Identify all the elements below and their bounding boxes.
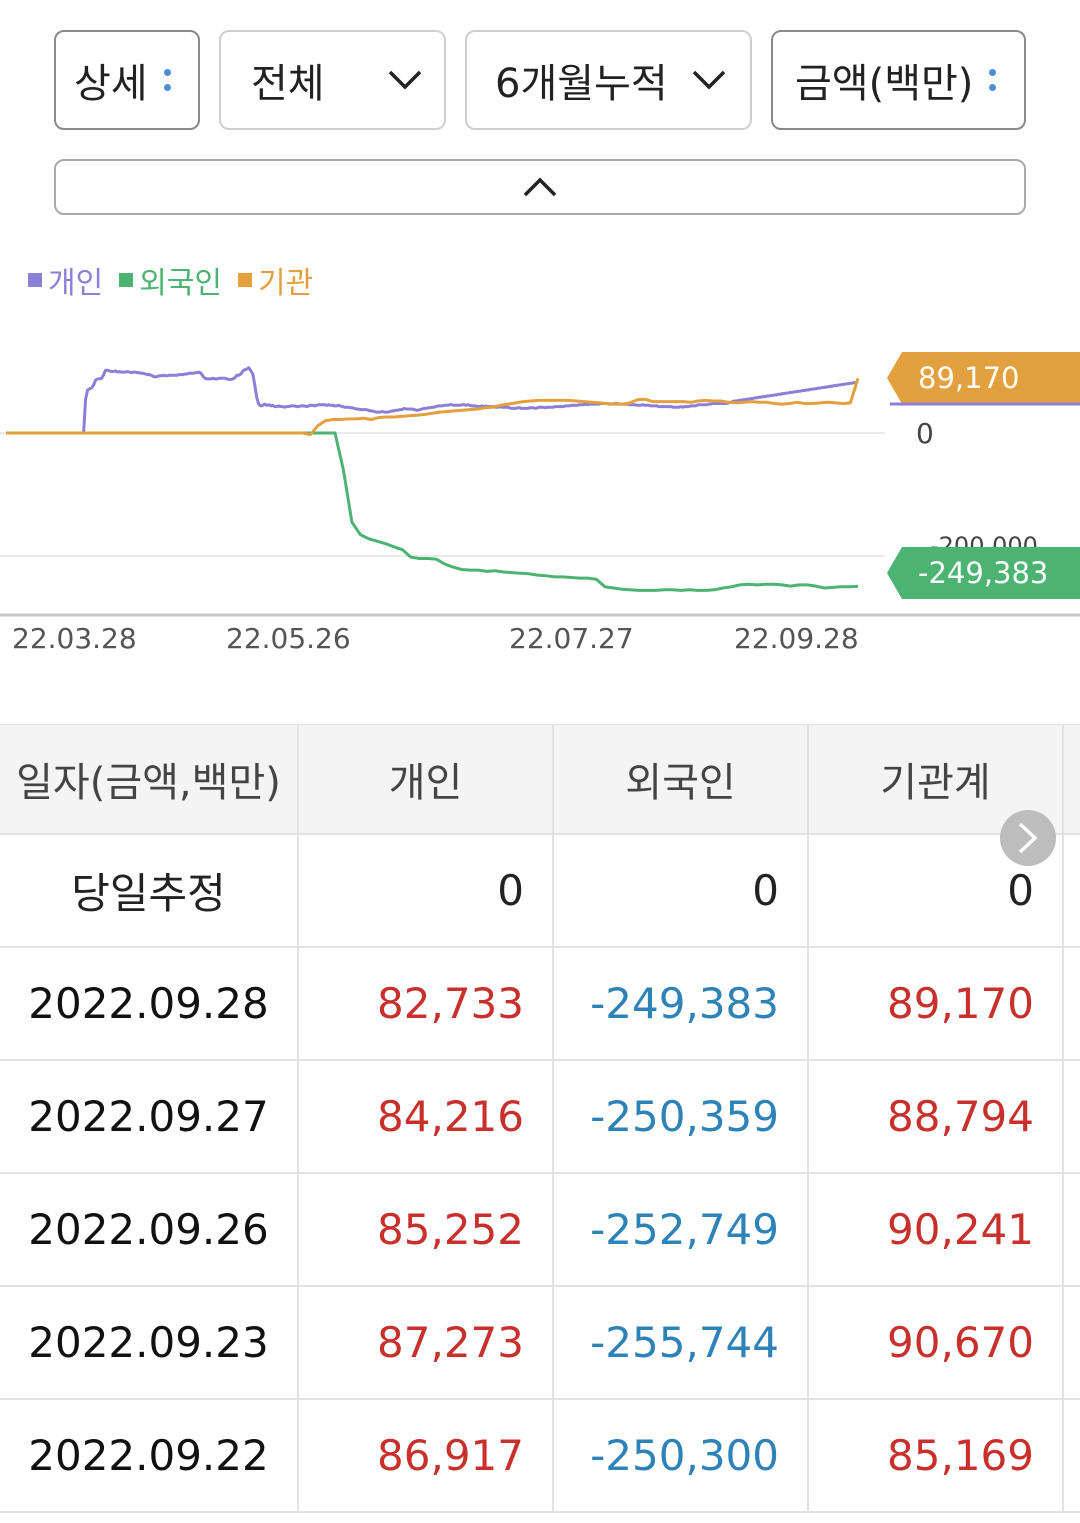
chevron-down-icon [692,70,726,90]
row-institution: 88,794 [809,1061,1064,1172]
row-spacer [1064,1174,1080,1285]
table-row[interactable]: 2022.09.27 84,216 -250,359 88,794 [0,1061,1080,1174]
unit-menu-label: 금액(백만) [795,61,974,107]
header-date[interactable]: 일자(금액,백만) [0,725,299,833]
chevron-down-icon [388,70,422,90]
row-institution: 89,170 [809,948,1064,1059]
header-foreign[interactable]: 외국인 [554,725,809,833]
row-foreign: -249,383 [554,948,809,1059]
kebab-icon [989,69,997,91]
legend-item-foreign[interactable]: 외국인 [119,258,222,302]
row-spacer [1064,835,1080,946]
series-line-individual [6,366,859,435]
scroll-right-button[interactable] [1000,810,1056,866]
filter-bar: 상세 전체 6개월누적 금액(백만) [54,30,1026,130]
row-spacer [1064,1061,1080,1172]
table-row[interactable]: 2022.09.23 87,273 -255,744 90,670 [0,1287,1080,1400]
row-foreign: 0 [554,835,809,946]
table-row[interactable]: 2022.09.26 85,252 -252,749 90,241 [0,1174,1080,1287]
legend-swatch [28,273,42,287]
table-row[interactable]: 2022.09.28 82,733 -249,383 89,170 [0,948,1080,1061]
foreign-last-value-tag-text: -249,383 [918,556,1048,590]
legend-swatch [238,273,253,287]
row-individual: 82,733 [299,948,554,1059]
row-institution: 0 [809,835,1064,946]
legend-label: 개인 [48,266,104,301]
kebab-icon [163,69,171,91]
x-tick-label: 22.07.27 [509,622,634,655]
table-header-row: 일자(금액,백만) 개인 외국인 기관계 [0,724,1080,835]
detail-menu-button[interactable]: 상세 [54,30,200,130]
row-institution: 85,169 [809,1400,1064,1511]
row-date: 당일추정 [0,835,299,946]
foreign-last-value-tag: -249,383 [887,547,1080,599]
collapse-chart-button[interactable] [54,159,1026,215]
header-individual[interactable]: 개인 [299,725,554,833]
legend-label: 외국인 [139,266,223,301]
legend-item-individual[interactable]: 개인 [28,258,103,302]
table-row[interactable]: 당일추정 0 0 0 [0,835,1080,948]
row-foreign: -252,749 [554,1174,809,1285]
row-individual: 87,273 [299,1287,554,1398]
row-date: 2022.09.22 [0,1400,299,1511]
x-tick-label: 22.09.28 [734,622,859,655]
row-individual: 84,216 [299,1061,554,1172]
chevron-right-icon [1018,822,1038,854]
institution-last-value-tag-shape [887,352,1080,404]
series-line-institution [6,377,860,437]
row-individual: 0 [299,835,554,946]
row-institution: 90,670 [809,1287,1064,1398]
x-tick-label: 22.03.28 [12,622,137,655]
y-tick-label: 0 [916,417,934,450]
row-date: 2022.09.26 [0,1174,299,1285]
legend-item-institution[interactable]: 기관 [238,258,313,302]
scope-dropdown[interactable]: 전체 [219,30,446,130]
scope-dropdown-label: 전체 [251,61,325,107]
legend-label: 기관 [258,266,314,301]
header-institution[interactable]: 기관계 [809,725,1064,833]
x-tick-label: 22.05.26 [226,622,351,655]
row-individual: 85,252 [299,1174,554,1285]
unit-menu-button[interactable]: 금액(백만) [771,30,1026,130]
period-dropdown-label: 6개월누적 [495,61,668,107]
header-spacer [1064,725,1080,833]
row-date: 2022.09.23 [0,1287,299,1398]
legend-swatch [119,273,134,287]
chart-legend: 개인 외국인 기관 [28,258,313,302]
chevron-up-icon [523,177,557,197]
period-dropdown[interactable]: 6개월누적 [465,30,752,130]
investor-table: 일자(금액,백만) 개인 외국인 기관계 당일추정 0 0 0 2022.09.28 82… [0,724,1080,1513]
row-foreign: -250,300 [554,1400,809,1511]
table-row[interactable]: 2022.09.22 86,917 -250,300 85,169 [0,1400,1080,1513]
row-spacer [1064,1287,1080,1398]
row-spacer [1064,948,1080,1059]
institution-last-value-tag: 89,170 [887,352,1080,404]
row-spacer [1064,1400,1080,1511]
row-date: 2022.09.28 [0,948,299,1059]
table-body: 당일추정 0 0 0 2022.09.28 82,733 -249,383 89,170 202… [0,835,1080,1513]
row-date: 2022.09.27 [0,1061,299,1172]
institution-last-value-tag-text: 89,170 [918,361,1019,395]
detail-menu-label: 상세 [74,61,148,107]
row-foreign: -250,359 [554,1061,809,1172]
foreign-last-value-tag-shape [887,547,1080,599]
row-individual: 86,917 [299,1400,554,1511]
series-line-foreign [6,431,859,592]
row-institution: 90,241 [809,1174,1064,1285]
row-foreign: -255,744 [554,1287,809,1398]
